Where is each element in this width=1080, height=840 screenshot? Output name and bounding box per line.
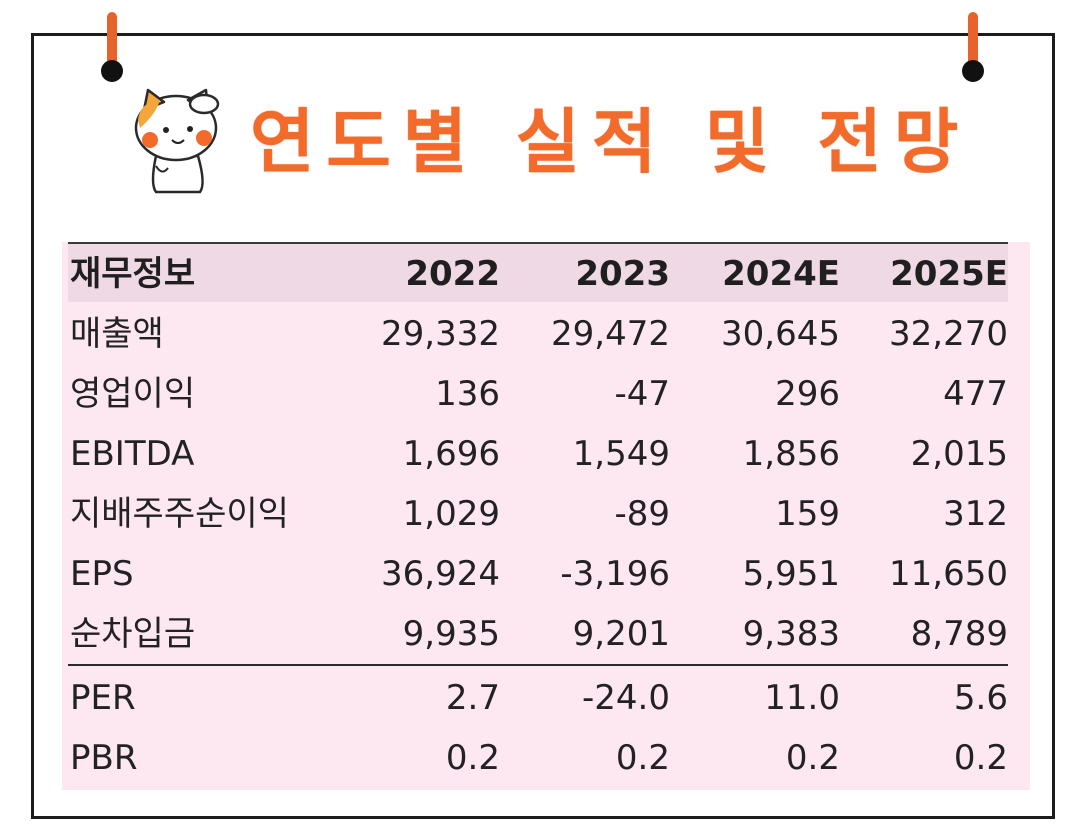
table-cell: 312 (943, 494, 1008, 534)
row-label: EPS (70, 554, 134, 594)
table-cell: -89 (614, 494, 670, 534)
table-cell: -47 (614, 374, 670, 414)
page-title: 연도별 실적 및 전망 (250, 101, 971, 183)
row-label: 매출액 (70, 314, 164, 354)
table-row: EPS 36,924 -3,196 5,951 11,650 (68, 544, 1008, 604)
row-label: 영업이익 (70, 374, 196, 414)
row-label: PBR (70, 738, 138, 778)
column-header: 재무정보 (70, 254, 196, 294)
column-header: 2022 (405, 254, 500, 294)
table-cell: 159 (775, 494, 840, 534)
table-cell: 1,549 (572, 434, 670, 474)
table-cell: 9,935 (402, 614, 500, 654)
table-cell: 0.2 (785, 738, 840, 778)
table-cell: 8,789 (910, 614, 1008, 654)
row-label: 지배주주순이익 (70, 494, 289, 534)
column-header: 2023 (575, 254, 670, 294)
cat-mascot-icon (134, 88, 220, 194)
table-cell: 11,650 (889, 554, 1008, 594)
table-cell: -3,196 (560, 554, 670, 594)
table-row: EBITDA 1,696 1,549 1,856 2,015 (68, 424, 1008, 484)
row-label: PER (70, 678, 136, 718)
table-cell: 36,924 (381, 554, 500, 594)
table-cell: 1,856 (742, 434, 840, 474)
table-cell: 11.0 (764, 678, 840, 718)
table-row: 지배주주순이익 1,029 -89 159 312 (68, 484, 1008, 544)
column-header: 2024E (722, 254, 840, 294)
table-row: PER 2.7 -24.0 11.0 5.6 (68, 668, 1008, 728)
table-row: 매출액 29,332 29,472 30,645 32,270 (68, 304, 1008, 364)
table-cell: 32,270 (889, 314, 1008, 354)
table-cell: 296 (775, 374, 840, 414)
table-cell: 477 (943, 374, 1008, 414)
table-divider (68, 664, 1008, 666)
table-header-row: 재무정보 2022 2023 2024E 2025E (68, 242, 1008, 302)
table-cell: 30,645 (721, 314, 840, 354)
table-cell: 29,472 (551, 314, 670, 354)
table-row: 순차입금 9,935 9,201 9,383 8,789 (68, 604, 1008, 664)
table-cell: 29,332 (381, 314, 500, 354)
column-header: 2025E (890, 254, 1008, 294)
table-cell: 2.7 (445, 678, 500, 718)
table-cell: 0.2 (953, 738, 1008, 778)
table-cell: 136 (435, 374, 500, 414)
table-cell: 9,383 (742, 614, 840, 654)
row-label: 순차입금 (70, 614, 196, 654)
table-cell: 1,696 (402, 434, 500, 474)
row-label: EBITDA (70, 434, 195, 474)
table-cell: 0.2 (445, 738, 500, 778)
table-cell: 9,201 (572, 614, 670, 654)
table-cell: 5.6 (953, 678, 1008, 718)
table-cell: 1,029 (402, 494, 500, 534)
table-row: 영업이익 136 -47 296 477 (68, 364, 1008, 424)
financial-table: 재무정보 2022 2023 2024E 2025E 매출액 29,332 29… (62, 242, 1030, 790)
table-row: PBR 0.2 0.2 0.2 0.2 (68, 728, 1008, 788)
table-cell: 5,951 (742, 554, 840, 594)
table-cell: -24.0 (582, 678, 670, 718)
table-cell: 0.2 (615, 738, 670, 778)
table-cell: 2,015 (910, 434, 1008, 474)
